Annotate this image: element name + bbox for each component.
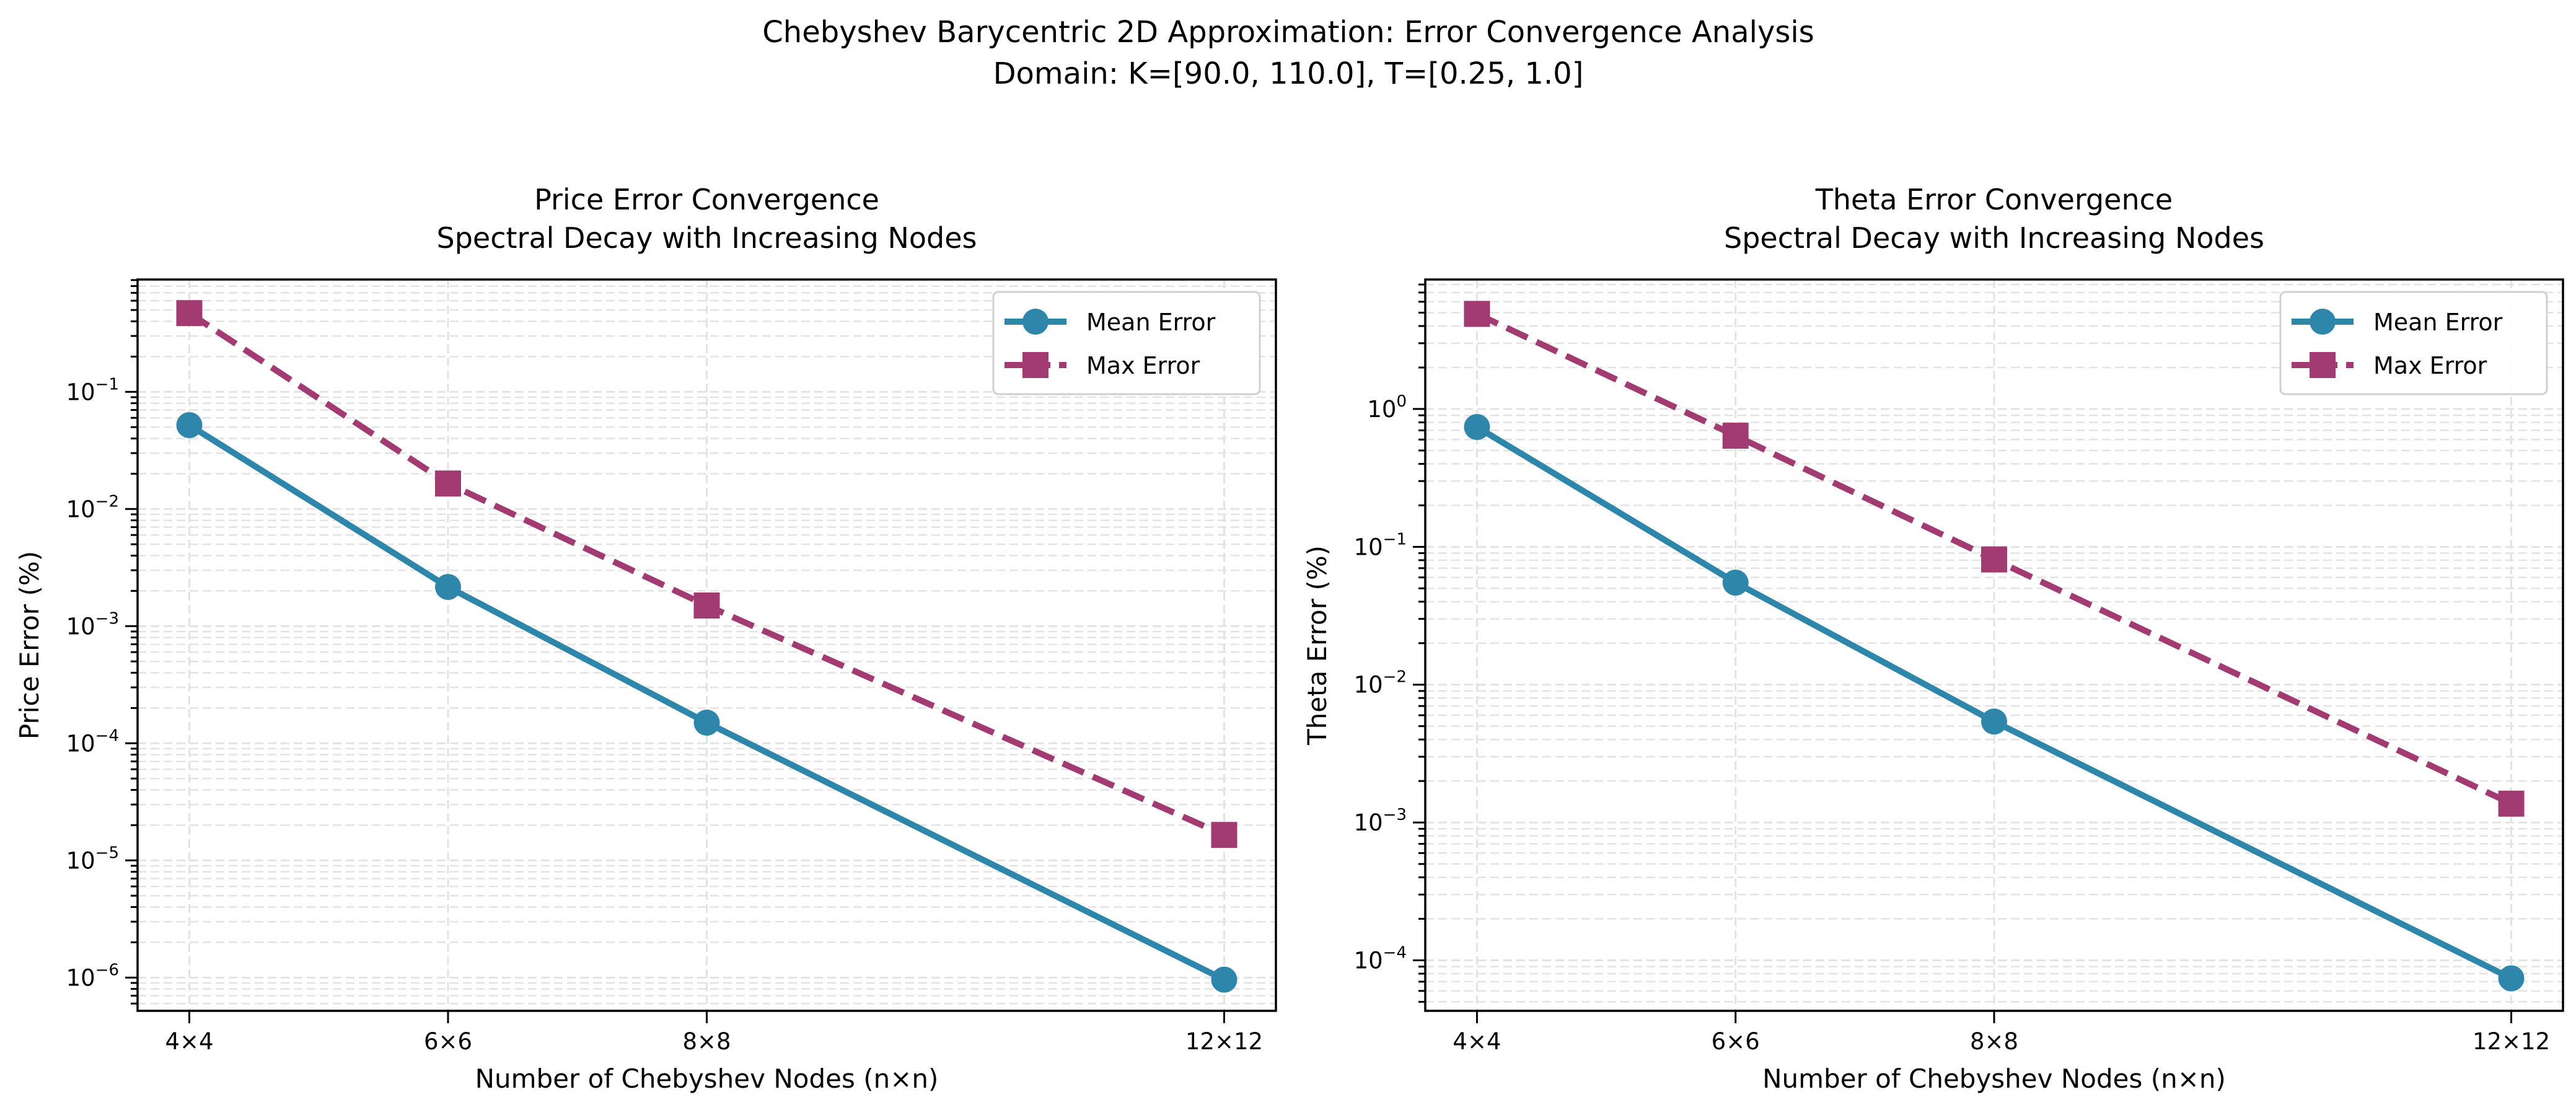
x-tick-label: 8×8 (682, 1028, 731, 1055)
y-tick-label: 10−4 (1354, 943, 1407, 974)
subplot-title-line1: Theta Error Convergence (1815, 183, 2173, 216)
theta-error-subplot: 4×4 6×6 8×8 12×12 100 10−1 10−2 10−3 10−4 Theta E… (1302, 183, 2564, 1094)
legend-label: Max Error (2373, 352, 2487, 379)
mean-error-point (1722, 570, 1749, 596)
max-error-point (1722, 423, 1749, 449)
axes-frame (1424, 278, 2564, 1012)
x-tick-label: 4×4 (165, 1028, 213, 1055)
y-tick-label: 10−3 (1354, 806, 1407, 836)
axes-frame (136, 278, 1277, 1012)
subplot-title-line1: Price Error Convergence (534, 183, 879, 216)
y-axis-label: Price Error (%) (14, 551, 45, 739)
mean-error-point (1981, 708, 2007, 735)
mean-error-line (187, 422, 1226, 983)
figure-title-line2: Domain: K=[90.0, 110.0], T=[0.25, 1.0] (993, 56, 1584, 91)
max-error-line (1475, 311, 2513, 807)
y-tick-label: 100 (1367, 392, 1407, 423)
mean-error-point (2498, 965, 2525, 992)
price-error-subplot: 4×4 6×6 8×8 12×12 10−1 10−2 10−3 10−4 10−5 10−6 Pr… (14, 183, 1277, 1094)
x-tick-label: 4×4 (1453, 1028, 1501, 1055)
legend-box (992, 291, 1261, 395)
y-tick-label: 10−5 (66, 844, 119, 874)
legend-circle-marker (2310, 309, 2336, 335)
x-axis-label: Number of Chebyshev Nodes (n×n) (475, 1064, 939, 1094)
y-tick-label: 10−1 (1354, 530, 1407, 560)
legend: Mean Error Max Error (992, 291, 1261, 395)
mean-error-point (435, 574, 461, 601)
legend-label: Max Error (1086, 352, 1200, 379)
x-tick-label: 12×12 (1185, 1028, 1263, 1055)
max-error-point (1981, 546, 2007, 573)
mean-error-point (693, 710, 720, 736)
legend-square-marker (1022, 352, 1048, 378)
legend-square-marker (2310, 352, 2336, 378)
y-tick-label: 10−4 (66, 726, 119, 757)
y-axis-label: Theta Error (%) (1302, 545, 1332, 746)
legend-label: Mean Error (1086, 309, 1216, 336)
max-error-point (1464, 301, 1490, 327)
x-tick-label: 12×12 (2473, 1028, 2550, 1055)
max-error-point (2498, 790, 2525, 817)
y-tick-label: 10−1 (66, 375, 119, 405)
legend-label: Mean Error (2373, 309, 2503, 336)
figure-title-line1: Chebyshev Barycentric 2D Approximation: … (762, 15, 1814, 50)
legend: Mean Error Max Error (2279, 291, 2548, 395)
y-tick-label: 10−2 (66, 492, 119, 522)
max-error-point (693, 592, 720, 619)
x-tick-label: 6×6 (424, 1028, 472, 1055)
y-tick-label: 10−2 (1354, 668, 1407, 698)
subplot-title-line2: Spectral Decay with Increasing Nodes (437, 221, 977, 255)
y-tick-label: 10−6 (66, 961, 119, 991)
x-axis-label: Number of Chebyshev Nodes (n×n) (1762, 1064, 2226, 1094)
legend-box (2279, 291, 2548, 395)
mean-error-point (1211, 966, 1237, 993)
mean-error-line (1475, 424, 2513, 982)
x-tick-label: 6×6 (1712, 1028, 1760, 1055)
x-tick-label: 8×8 (1970, 1028, 2018, 1055)
legend-circle-marker (1022, 309, 1048, 335)
mean-error-point (1464, 414, 1490, 441)
max-error-point (435, 470, 461, 497)
y-tick-label: 10−3 (66, 609, 119, 640)
max-error-point (1211, 822, 1237, 848)
max-error-point (176, 300, 203, 327)
mean-error-point (176, 412, 203, 438)
subplot-title-line2: Spectral Decay with Increasing Nodes (1724, 221, 2264, 255)
